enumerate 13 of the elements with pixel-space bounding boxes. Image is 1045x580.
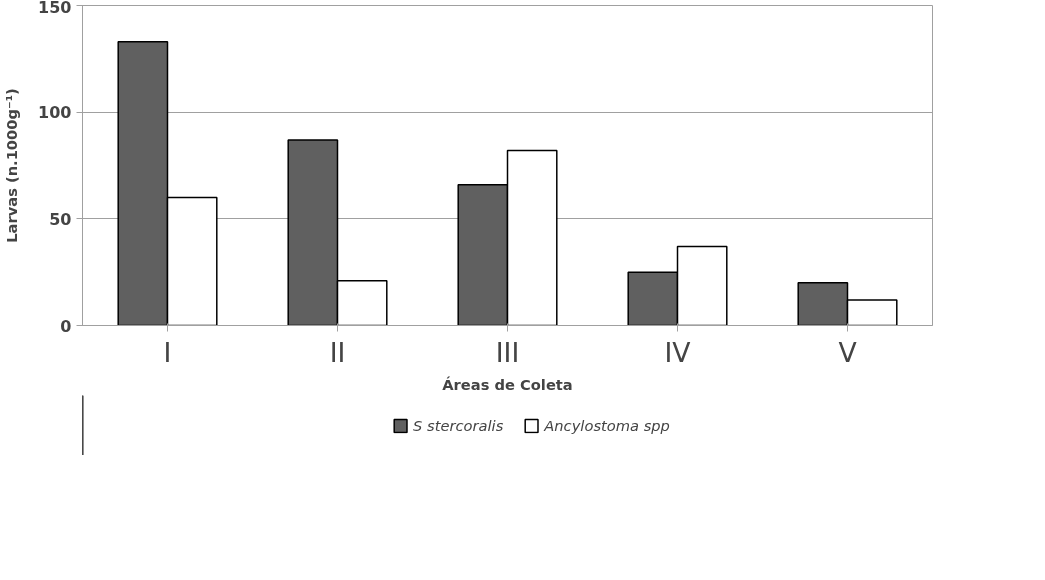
y-tick-label: 150 (38, 0, 72, 17)
y-tick-label: 100 (38, 103, 72, 123)
x-axis-title: Áreas de Coleta (442, 375, 573, 393)
y-axis-title: Larvas (n.1000g⁻¹) (3, 88, 21, 243)
x-tick-label: IV (664, 336, 692, 368)
x-tick-label: II (329, 336, 346, 368)
legend-label: S stercoralis (413, 416, 504, 434)
x-tick-label: V (838, 336, 858, 368)
y-tick-label: 0 (60, 316, 72, 336)
x-tick-label: III (495, 336, 520, 368)
x-tick-label: I (163, 336, 172, 368)
y-tick-label: 50 (49, 209, 72, 229)
legend-label: Ancylostoma spp (544, 416, 670, 434)
